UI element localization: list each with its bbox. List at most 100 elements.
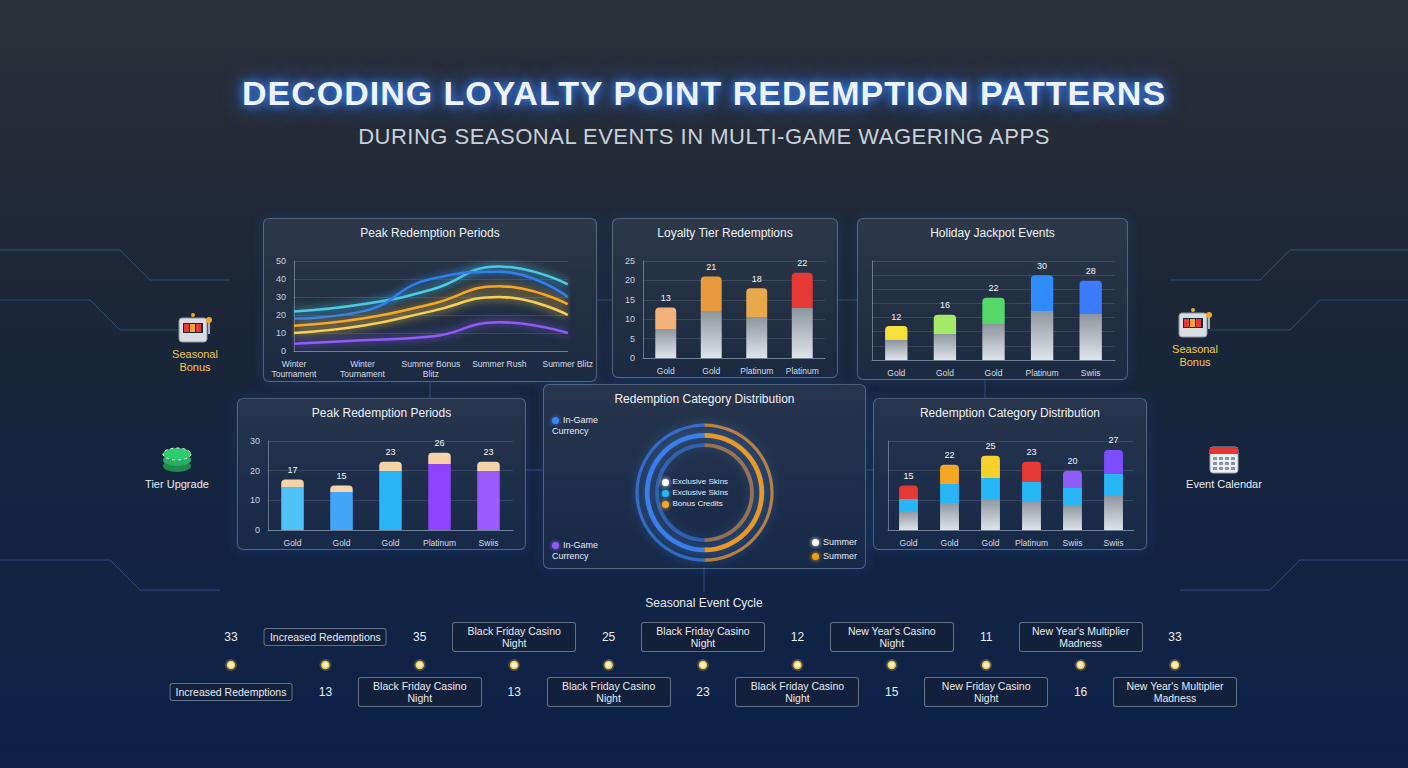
svg-text:Winter: Winter [282,359,307,369]
svg-text:25: 25 [625,256,635,266]
html-text:Seasonal Event Cycle: Seasonal Event Cycle [645,596,763,610]
svg-text:0: 0 [255,525,260,535]
svg-text:22: 22 [944,450,954,460]
html-text:In-Game Currency: In-Game Currency [552,415,598,437]
svg-text:22: 22 [797,258,807,268]
svg-text:12: 12 [891,312,901,322]
svg-text:40: 40 [276,274,286,284]
svg-text:Gold: Gold [936,368,954,378]
svg-text:Gold: Gold [657,366,675,376]
svg-text:30: 30 [1037,261,1047,271]
svg-text:Gold: Gold [702,366,720,376]
svg-text:10: 10 [250,495,260,505]
svg-text:Swiis: Swiis [1063,538,1083,548]
html-text:DECODING LOYALTY POINT REDEMPT: DECODING LOYALTY POINT REDEMPTION PATTER… [241,74,1167,112]
html-text:16: 16 [1073,685,1088,699]
html-text:New Year's Multiplier Madness: New Year's Multiplier Madness [1032,625,1130,649]
svg-text:Platinum: Platinum [423,538,456,548]
html-text:15: 15 [885,685,899,699]
svg-text:25: 25 [985,441,995,451]
html-text:13: 13 [318,685,333,699]
svg-text:Swiis: Swiis [1104,538,1124,548]
svg-text:Gold: Gold [382,538,400,548]
html-text:New Friday Casino Night: New Friday Casino Night [941,680,1031,704]
svg-text:15: 15 [336,471,346,481]
html-text:23: 23 [696,685,710,699]
svg-text:22: 22 [988,283,998,293]
svg-text:Winter: Winter [350,359,375,369]
svg-text:20: 20 [625,275,635,285]
html-text:Loyalty Tier Redemptions: Loyalty Tier Redemptions [657,226,793,240]
html-text:Black Friday Casino Night: Black Friday Casino Night [467,625,561,649]
html-text:Holiday Jackpot Events: Holiday Jackpot Events [930,226,1055,240]
svg-text:18: 18 [752,274,762,284]
svg-text:16: 16 [940,300,950,310]
svg-text:Summer Blitz: Summer Blitz [542,359,593,369]
svg-text:Gold: Gold [284,538,302,548]
svg-text:26: 26 [434,438,444,448]
html-text:Increased Redemptions: Increased Redemptions [175,686,287,698]
html-text:Black Friday Casino Night: Black Friday Casino Night [750,680,845,704]
html-text:Black Friday Casino Night: Black Friday Casino Night [656,625,750,649]
svg-text:10: 10 [625,314,635,324]
svg-text:13: 13 [661,293,671,303]
svg-text:Tournament: Tournament [272,369,318,379]
html-text:12: 12 [790,630,805,644]
svg-text:30: 30 [276,292,286,302]
html-text:33: 33 [1168,630,1182,644]
svg-text:21: 21 [706,262,716,272]
svg-text:Platinum: Platinum [740,366,773,376]
html-text:33: 33 [224,630,238,644]
svg-text:20: 20 [250,466,260,476]
html-text:13: 13 [507,685,521,699]
html-text:In-Game Currency: In-Game Currency [552,539,598,561]
svg-text:27: 27 [1108,435,1118,445]
svg-text:23: 23 [483,447,493,457]
svg-text:Gold: Gold [982,538,1000,548]
html-text:Redemption Category Distributi: Redemption Category Distribution [614,392,795,406]
html-text:35: 35 [413,630,427,644]
html-text:Peak Redemption Periods: Peak Redemption Periods [311,406,452,420]
svg-text:10: 10 [276,328,286,338]
svg-text:Summer Bonus: Summer Bonus [402,359,461,369]
svg-text:0: 0 [281,346,286,356]
html-text:Redemption Category Distributi: Redemption Category Distribution [920,406,1100,420]
html-text:Tier Upgrade: Tier Upgrade [145,478,209,490]
svg-text:Gold: Gold [900,538,918,548]
html-text:Black Friday Casino Night: Black Friday Casino Night [561,680,656,704]
svg-text:5: 5 [630,334,635,344]
svg-text:Gold: Gold [333,538,351,548]
html-text:New Year's Multiplier Madness: New Year's Multiplier Madness [1126,680,1224,704]
html-text:Black Friday Casino Night: Black Friday Casino Night [373,680,467,704]
html-text:Seasonal Bonus: Seasonal Bonus [1172,343,1218,368]
svg-text:15: 15 [625,295,635,305]
svg-text:23: 23 [385,447,395,457]
svg-text:50: 50 [276,256,286,266]
svg-text:Platinum: Platinum [1015,538,1048,548]
svg-text:Tournament: Tournament [340,369,386,379]
html-text:Peak Redemption Periods: Peak Redemption Periods [360,226,500,240]
svg-text:Platinum: Platinum [1026,368,1059,378]
svg-text:20: 20 [276,310,286,320]
svg-text:Blitz: Blitz [423,369,439,379]
html-text:Seasonal Bonus: Seasonal Bonus [172,348,218,373]
svg-text:20: 20 [1067,456,1077,466]
svg-text:Swiis: Swiis [1081,368,1101,378]
html-text:25: 25 [601,630,616,644]
svg-text:17: 17 [287,465,297,475]
svg-text:Summer Rush: Summer Rush [472,359,527,369]
html-text:Event Calendar: Event Calendar [1186,478,1262,490]
svg-text:28: 28 [1086,266,1096,276]
svg-text:Platinum: Platinum [786,366,819,376]
svg-text:15: 15 [903,471,913,481]
svg-text:30: 30 [250,436,260,446]
svg-text:Swiis: Swiis [479,538,499,548]
html-text:DURING SEASONAL EVENTS IN MULT: DURING SEASONAL EVENTS IN MULTI-GAME WAG… [358,124,1050,149]
html-text:11: 11 [980,630,993,644]
svg-text:23: 23 [1026,447,1036,457]
html-text:New Year's Casino Night: New Year's Casino Night [847,625,936,649]
svg-text:Gold: Gold [941,538,959,548]
svg-text:0: 0 [630,353,635,363]
svg-text:Gold: Gold [887,368,905,378]
svg-text:Gold: Gold [985,368,1003,378]
